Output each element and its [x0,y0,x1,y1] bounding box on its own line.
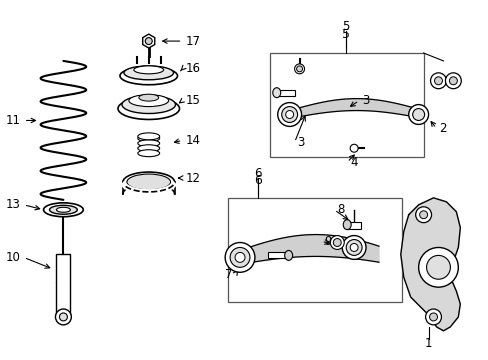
Ellipse shape [343,220,350,230]
Polygon shape [400,198,459,331]
Circle shape [145,37,152,45]
Circle shape [330,235,344,249]
Ellipse shape [118,98,179,120]
Circle shape [425,309,441,325]
Text: 5: 5 [342,20,349,33]
Circle shape [55,309,71,325]
Circle shape [285,111,293,118]
Bar [56,255,70,314]
Ellipse shape [120,67,177,85]
Polygon shape [142,34,154,48]
Text: 14: 14 [185,134,200,147]
Ellipse shape [272,88,280,98]
Text: 10: 10 [6,251,20,264]
Bar [269,53,423,157]
Circle shape [60,313,67,321]
Ellipse shape [138,133,160,140]
Circle shape [349,243,357,251]
Text: 5: 5 [342,28,349,41]
Bar [267,252,287,258]
Circle shape [346,239,361,255]
Circle shape [415,207,431,223]
Ellipse shape [49,205,77,214]
Text: 8: 8 [337,203,344,216]
Ellipse shape [129,95,168,107]
Circle shape [277,103,301,126]
Text: 17: 17 [185,35,200,48]
Text: 6: 6 [253,174,261,186]
Circle shape [281,107,297,122]
Text: 3: 3 [297,136,305,149]
Ellipse shape [123,66,173,80]
Ellipse shape [284,251,292,260]
Ellipse shape [139,94,158,101]
Text: 15: 15 [185,94,200,107]
Polygon shape [289,99,423,118]
Circle shape [235,252,244,262]
Text: 1: 1 [424,337,431,350]
Ellipse shape [56,207,70,212]
Ellipse shape [122,96,175,113]
Circle shape [428,313,437,321]
Text: 12: 12 [185,171,200,185]
Circle shape [434,77,442,85]
Circle shape [349,144,357,152]
Circle shape [419,211,427,219]
Circle shape [418,247,457,287]
Circle shape [230,247,249,267]
Text: 11: 11 [6,114,20,127]
Text: 3: 3 [361,94,369,107]
Bar [346,222,360,229]
Bar [276,90,294,96]
Circle shape [333,239,341,247]
Text: 6: 6 [254,167,261,180]
Bar [228,198,401,302]
Ellipse shape [138,145,160,152]
Ellipse shape [138,150,160,157]
Circle shape [224,243,254,272]
Circle shape [294,64,304,74]
Ellipse shape [134,66,163,74]
Text: 9: 9 [324,235,331,248]
Circle shape [412,109,424,121]
Circle shape [448,77,456,85]
Circle shape [408,105,427,125]
Ellipse shape [122,172,174,192]
Circle shape [296,66,302,72]
Circle shape [429,73,446,89]
Ellipse shape [138,140,160,147]
Circle shape [445,73,460,89]
Text: 2: 2 [439,122,446,135]
Text: 4: 4 [349,156,357,168]
Polygon shape [240,235,378,264]
Circle shape [342,235,366,260]
Text: 7: 7 [224,268,232,281]
Text: 13: 13 [6,198,20,211]
Ellipse shape [138,135,160,142]
Ellipse shape [43,203,83,217]
Text: 16: 16 [185,62,200,75]
Circle shape [426,255,449,279]
Ellipse shape [127,174,170,190]
